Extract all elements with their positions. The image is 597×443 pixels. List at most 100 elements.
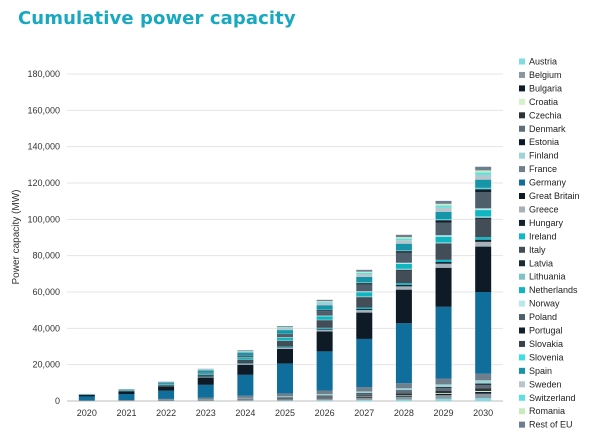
bar-segment [356, 393, 373, 396]
legend-label: France [529, 164, 557, 174]
legend-item: Estonia [519, 137, 559, 147]
legend-item: Denmark [519, 124, 566, 134]
legend: Austria Belgium Bulgaria Croatia Czechia Denm… [519, 57, 580, 430]
legend-swatch [519, 98, 525, 105]
bar-segment [435, 263, 452, 268]
legend-swatch [519, 206, 525, 213]
bar-segment [118, 391, 135, 395]
bar-segment [475, 398, 492, 401]
x-tick-label: 2025 [275, 408, 295, 418]
bar-segment [395, 268, 412, 270]
y-axis-ticks: 0 20,000 40,000 60,000 80,000 100,000 120,000 1… [27, 69, 60, 406]
bar-segment [435, 384, 452, 388]
bar-segment [237, 395, 254, 398]
y-tick-label: 100,000 [27, 214, 60, 224]
bar-stack-2024 [237, 350, 254, 401]
bar-segment [395, 269, 412, 271]
bar-segment [395, 270, 412, 284]
legend-item: Bulgaria [519, 83, 562, 93]
bar-segment [475, 172, 492, 175]
bar-segment [435, 222, 452, 236]
bar-segment [395, 240, 412, 244]
bar-segment [356, 283, 373, 285]
legend-label: Ireland [529, 231, 557, 241]
legend-item: Switzerland [519, 393, 576, 403]
bar-segment [158, 384, 175, 386]
legend-label: Bulgaria [529, 83, 562, 93]
legend-swatch [519, 421, 525, 428]
bar-segment [395, 383, 412, 389]
bar-segment [475, 373, 492, 381]
bar-segment [435, 242, 452, 244]
legend-label: Sweden [529, 379, 562, 389]
bar-segment [356, 274, 373, 277]
legend-swatch [519, 314, 525, 321]
legend-swatch [519, 394, 525, 401]
bar-segment [435, 391, 452, 394]
legend-item: Spain [519, 366, 552, 376]
legend-swatch [519, 381, 525, 388]
bar-segment [435, 203, 452, 206]
legend-item: Rest of EU [519, 420, 573, 430]
bar-segment [277, 341, 293, 347]
legend-swatch [519, 71, 525, 78]
bar-stack-2028 [395, 234, 412, 401]
legend-item: Germany [519, 178, 567, 188]
legend-swatch [519, 166, 525, 173]
bar-segment [435, 211, 452, 220]
bar-segment [435, 236, 452, 243]
bar-segment [237, 359, 254, 364]
bar-segment [237, 350, 254, 351]
y-tick-label: 20,000 [32, 360, 60, 370]
bar-segment [475, 241, 492, 247]
bar-segment [395, 388, 412, 391]
bar-segment [356, 387, 373, 392]
bar-segment [395, 262, 412, 264]
bar-segment [435, 244, 452, 260]
bar-segment [475, 216, 492, 218]
bar-segment [395, 399, 412, 401]
bar-segment [356, 393, 373, 394]
bar-segment [435, 267, 452, 307]
bar-segment [475, 391, 492, 392]
bar-segment [237, 352, 254, 356]
x-tick-label: 2022 [156, 408, 176, 418]
bar-segment [316, 315, 333, 317]
bar-segment [435, 205, 452, 208]
page-title: Cumulative power capacity [18, 8, 296, 29]
legend-swatch [519, 354, 525, 361]
bar-segment [237, 355, 254, 358]
bar-segment [395, 285, 412, 287]
bar-segment [316, 398, 333, 401]
legend-swatch [519, 300, 525, 307]
legend-item: Great Britain [519, 191, 580, 201]
bar-segment [237, 397, 254, 399]
y-tick-label: 0 [55, 396, 60, 406]
bar-segment [316, 302, 333, 306]
bar-segment [475, 189, 492, 192]
legend-item: Portugal [519, 326, 563, 336]
bar-segment [356, 276, 373, 283]
bar-segment [435, 259, 452, 263]
bar-segment [435, 219, 452, 220]
legend-swatch [519, 193, 525, 199]
legend-swatch [519, 58, 525, 65]
bar-segment [158, 390, 175, 399]
bar-segment [435, 235, 452, 237]
legend-swatch [519, 246, 525, 253]
bar-segment [435, 388, 452, 392]
bar-stack-2023 [197, 368, 214, 401]
bar-segment [435, 306, 452, 379]
legend-label: Italy [529, 245, 546, 255]
bar-segment [197, 370, 214, 373]
bar-segment [277, 347, 293, 349]
legend-item: Romania [519, 406, 565, 416]
bar-segment [316, 320, 333, 328]
legend-item: Belgium [519, 70, 562, 80]
bar-segment [475, 393, 492, 399]
bar-segment [316, 398, 333, 399]
bar-segment [356, 396, 373, 398]
bar-stack-2020 [78, 393, 95, 401]
legend-label: Hungary [529, 218, 564, 228]
y-axis-label: Power capacity (MW) [11, 189, 22, 284]
